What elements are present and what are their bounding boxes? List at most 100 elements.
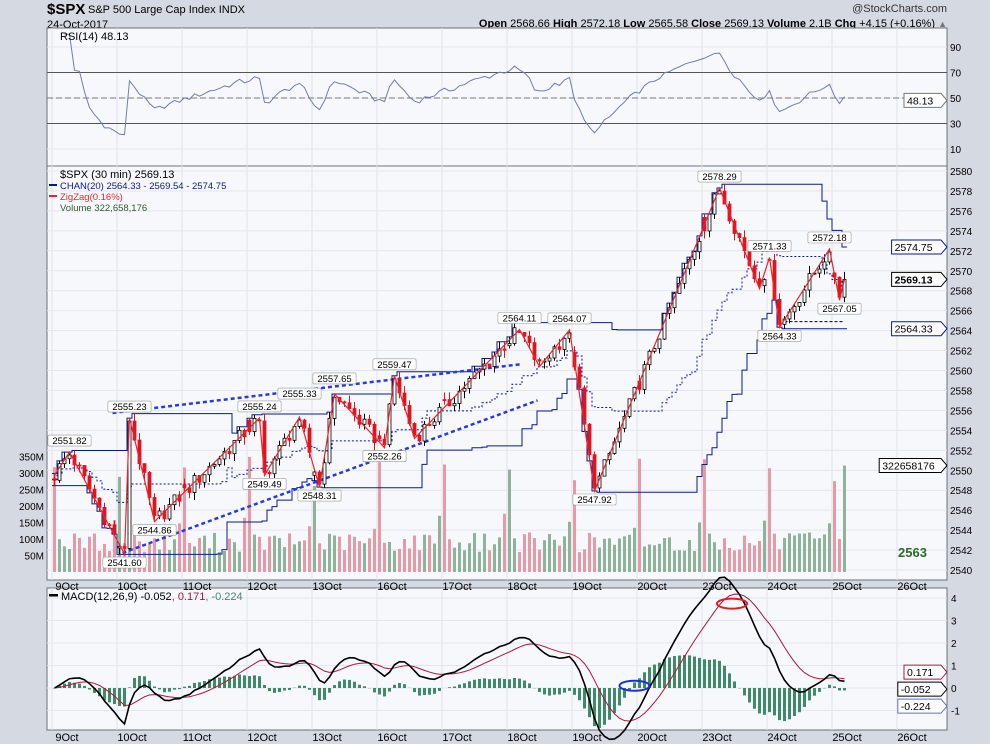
volume-bar [458,542,461,572]
macd-histogram-bar [283,688,286,691]
macd-histogram-bar [643,672,646,688]
candle-body [412,423,417,436]
zigzag-label-box [242,478,287,490]
macd-tick: -1 [951,707,960,718]
high-label: High [552,18,578,30]
macd-histogram-bar [698,657,701,688]
macd-histogram-bar [603,688,606,725]
volume-bar [53,467,56,572]
zigzag-label: 2578.29 [702,172,736,183]
volume-bar [343,550,346,572]
volume-tick: 150M [19,519,44,530]
macd-histogram-bar [663,658,666,688]
macd-histogram-bar [88,688,91,690]
macd-histogram-bar [348,679,351,688]
candle-body [152,497,157,517]
candle-body [532,342,537,360]
zigzag-label: 2555.33 [282,389,316,400]
volume-bar [498,537,501,572]
macd-histogram-bar [263,685,266,688]
volume-bar [93,533,96,572]
zigzag-label-box [547,312,592,325]
volume-bar [223,550,226,572]
volume-bar [618,538,621,572]
volume-bar [533,538,536,572]
macd-histogram-bar [808,688,811,701]
volume-bar [798,533,801,572]
macd-date-label: 11Oct [183,732,212,744]
volume-bar [473,533,476,572]
macd-histogram-bar [278,688,281,693]
zigzag-label: 2555.24 [242,402,276,413]
macd-histogram-bar [613,688,616,714]
macd-histogram-bar [328,688,331,693]
macd-histogram-bar [338,681,341,688]
macd-histogram-bar [548,688,551,696]
macd-histogram-bar [413,688,416,693]
volume-bar [808,532,811,572]
candle-body [557,346,562,350]
candle-body [587,423,592,456]
volume-bar [353,536,356,572]
macd-histogram-bar [168,688,171,692]
volume-bar [178,523,181,572]
macd-histogram-bar [783,688,786,722]
macd-value-tag-box [897,681,948,697]
zigzag-label-box [697,170,742,183]
price-tick: 2568 [950,287,973,298]
last-price-tag-box [891,271,948,287]
volume-bar [338,536,341,572]
price-tick: 2546 [950,506,973,517]
candle-body [82,465,87,477]
rsi-tick: 30 [950,120,962,131]
volume-bar [628,534,631,572]
macd-histogram-bar [108,688,111,703]
macd-histogram-bar [513,677,516,688]
macd-histogram-bar [128,687,131,688]
macd-histogram-bar [628,688,631,690]
zigzag-label: 2564.33 [762,331,796,342]
volume-bar [608,538,611,572]
volume-bar [118,476,121,572]
price-tick: 2540 [950,566,973,577]
volume-bar [98,550,101,572]
macd-histogram-bar [633,682,636,688]
volume-bar [278,538,281,572]
macd-histogram-bar [758,688,761,714]
price-tick: 2544 [950,526,973,537]
candle-body [202,474,207,483]
copyright: @StockCharts.com [852,3,947,15]
zigzag-label-box [237,400,282,413]
volume-bar [383,542,386,572]
volume-bar [643,546,646,572]
macd-histogram-bar [558,688,561,695]
macd-histogram-bar [313,688,316,696]
volume-bar [728,547,731,572]
volume-bar [253,534,256,572]
macd-histogram-bar [618,688,621,706]
macd-histogram-bar [438,688,441,691]
volume-bar [248,456,251,572]
volume-bar [288,533,291,572]
macd-date-label: 20Oct [637,732,666,744]
macd-tick: 2 [951,639,957,650]
volume-bar [203,535,206,572]
macd-histogram-bar [288,688,291,690]
macd-histogram-bar [233,675,236,688]
volume-bar [73,533,76,572]
macd-histogram-bar [778,688,781,721]
volume-tick: 200M [19,502,44,513]
volume-bar [133,534,136,572]
macd-histogram-bar [333,685,336,688]
price-tick: 2574 [950,227,973,238]
macd-histogram-bar [723,665,726,688]
volume-bar [738,549,741,572]
price-tick: 2550 [950,466,973,477]
price-tick: 2542 [950,546,973,557]
volume-bar [188,543,191,572]
macd-histogram-bar [363,686,366,688]
volume-bar [463,550,466,572]
zigzag-label-box [102,556,147,569]
volume-bar [168,549,171,572]
candle-body [422,423,427,442]
